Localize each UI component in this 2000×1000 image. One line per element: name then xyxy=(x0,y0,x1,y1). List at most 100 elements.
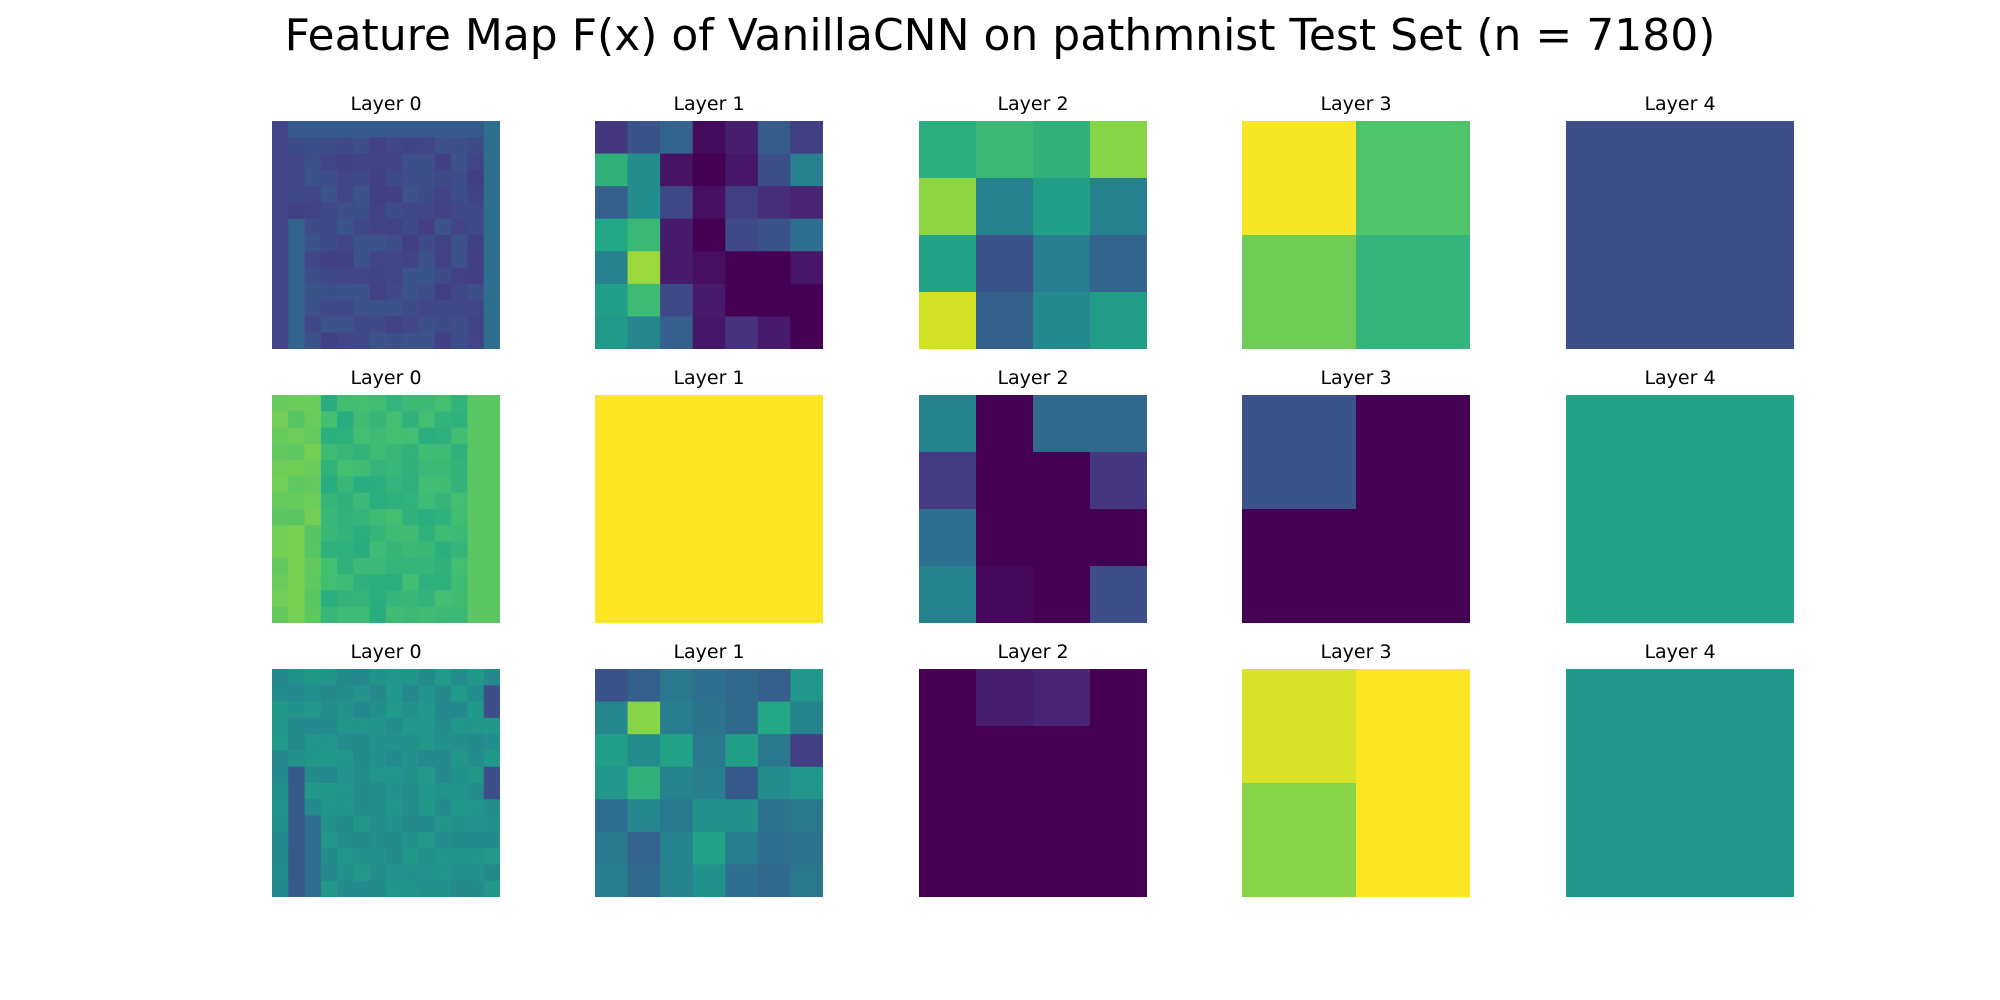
heatmap-cell xyxy=(434,300,452,318)
heatmap-cell xyxy=(386,734,403,752)
heatmap-cell xyxy=(402,525,420,543)
heatmap-cell xyxy=(337,557,355,575)
heatmap-cell xyxy=(434,460,452,478)
heatmap-cell xyxy=(353,137,371,155)
heatmap-cell xyxy=(288,267,306,285)
heatmap-cell xyxy=(320,251,338,269)
heatmap-cell xyxy=(304,332,322,349)
heatmap-cell xyxy=(692,799,726,833)
heatmap-cell xyxy=(304,137,322,155)
heatmap-cell xyxy=(483,799,500,817)
heatmap-cell xyxy=(320,701,338,719)
heatmap-cell xyxy=(467,848,485,866)
heatmap-cell xyxy=(483,669,500,686)
heatmap-cell xyxy=(353,766,371,784)
heatmap-cell xyxy=(418,300,436,318)
heatmap-cell xyxy=(272,427,289,445)
heatmap-cell xyxy=(627,701,661,735)
heatmap-cell xyxy=(919,292,977,349)
heatmap-cell xyxy=(451,411,469,429)
heatmap-cell xyxy=(919,726,977,784)
heatmap-cell xyxy=(272,332,289,349)
heatmap-cell xyxy=(467,492,485,510)
heatmap-cell xyxy=(304,574,322,592)
heatmap-cell xyxy=(337,766,355,784)
heatmap-cell xyxy=(337,235,355,252)
heatmap-cell xyxy=(1090,566,1147,623)
heatmap-cell xyxy=(434,186,452,204)
heatmap-cell xyxy=(467,880,485,897)
heatmap-cell xyxy=(402,202,420,220)
heatmap-cell xyxy=(434,864,452,882)
heatmap-cell xyxy=(272,153,289,171)
heatmap-cell xyxy=(451,169,469,187)
heatmap-cell xyxy=(304,590,322,608)
heatmap-cell xyxy=(369,218,387,236)
heatmap-cell xyxy=(467,300,485,318)
heatmap-cell xyxy=(451,427,469,445)
heatmap-cell xyxy=(272,557,289,575)
heatmap-cell xyxy=(369,267,387,285)
heatmap-cell xyxy=(451,880,469,897)
heatmap-cell xyxy=(725,186,759,220)
heatmap-cell xyxy=(1033,452,1091,510)
heatmap-cell xyxy=(483,509,500,526)
heatmap-cell xyxy=(369,332,387,349)
heatmap-cell xyxy=(320,717,338,735)
heatmap-cell xyxy=(288,750,306,768)
heatmap-cell xyxy=(418,218,436,236)
heatmap-cell xyxy=(1356,395,1470,510)
heatmap-cell xyxy=(627,766,661,800)
heatmap-cell xyxy=(288,685,306,703)
heatmap-cell xyxy=(304,202,322,220)
heatmap-cell xyxy=(483,815,500,833)
heatmap-cell xyxy=(288,316,306,334)
heatmap-cell xyxy=(288,300,306,318)
heatmap-cell xyxy=(353,509,371,526)
heatmap-cell xyxy=(304,267,322,285)
heatmap-cell xyxy=(337,509,355,526)
heatmap-cell xyxy=(418,766,436,784)
heatmap-cell xyxy=(418,815,436,833)
heatmap-cell xyxy=(434,848,452,866)
heatmap-cell xyxy=(483,525,500,543)
heatmap-cell xyxy=(320,669,338,686)
heatmap-cell xyxy=(418,831,436,849)
heatmap-cell xyxy=(1033,395,1091,453)
heatmap-cell xyxy=(288,509,306,526)
heatmap-cell xyxy=(467,267,485,285)
heatmap-cell xyxy=(272,300,289,318)
heatmap-cell xyxy=(790,669,823,703)
heatmap-cell xyxy=(467,153,485,171)
heatmap-cell xyxy=(418,669,436,686)
heatmap-cell xyxy=(353,815,371,833)
heatmap-cell xyxy=(451,476,469,494)
heatmap-cell xyxy=(467,799,485,817)
heatmap-cell xyxy=(418,121,436,138)
heatmap-cell xyxy=(304,509,322,526)
heatmap-cell xyxy=(595,864,629,897)
heatmap-cell xyxy=(320,831,338,849)
heatmap-cell xyxy=(418,492,436,510)
heatmap-cell xyxy=(434,316,452,334)
heatmap-cell xyxy=(386,717,403,735)
heatmap-cell xyxy=(402,880,420,897)
heatmap-cell xyxy=(320,316,338,334)
heatmap-cell xyxy=(353,300,371,318)
heatmap-cell xyxy=(483,783,500,800)
heatmap-cell xyxy=(337,153,355,171)
heatmap-cell xyxy=(725,799,759,833)
heatmap-cell xyxy=(304,316,322,334)
heatmap-cell xyxy=(483,153,500,171)
heatmap-cell xyxy=(353,590,371,608)
heatmap-cell xyxy=(434,525,452,543)
heatmap-cell xyxy=(483,235,500,252)
heatmap-cell xyxy=(467,574,485,592)
heatmap-cell xyxy=(451,831,469,849)
heatmap-cell xyxy=(272,251,289,269)
heatmap-cell xyxy=(483,283,500,301)
panel-title: Layer 4 xyxy=(1644,367,1716,389)
heatmap-cell xyxy=(369,783,387,800)
heatmap-cell xyxy=(451,557,469,575)
heatmap-cell xyxy=(434,332,452,349)
